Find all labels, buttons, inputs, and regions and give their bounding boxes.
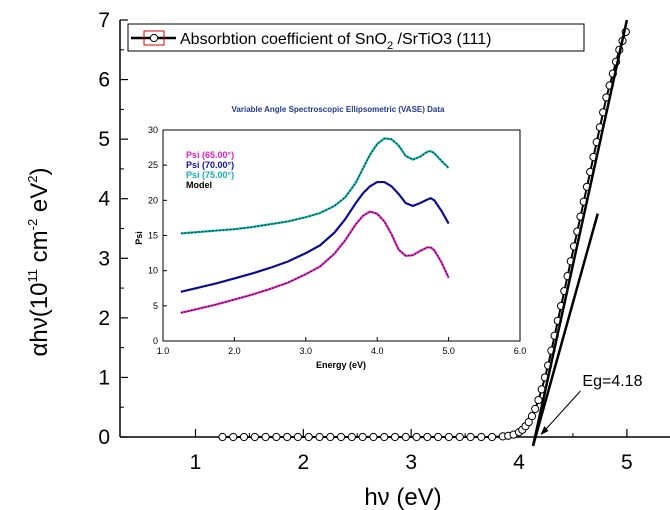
main-y-tick-label: 3 [98,247,110,270]
main-axis-ticks: 1 2 3 4 5 0 1 2 3 4 5 6 7 [98,9,632,474]
inset-series-1 [180,180,450,293]
main-data-point [250,432,259,442]
inset-model-overlay [180,138,449,234]
main-legend: Absorbtion coefficient of SnO2 /SrTiO3 (… [127,23,585,52]
fit-line [531,19,629,447]
main-data-point [336,432,346,442]
main-data-point [455,432,464,442]
main-x-axis-label: hν (eV) [364,484,441,510]
inset-y-tick-label: 5 [153,301,158,311]
annotation-arrow-head [540,426,549,435]
inset-y-tick-label: 10 [148,266,158,276]
inset-series-lines [180,137,450,314]
main-y-tick-label: 0 [98,426,110,449]
main-data-point [229,432,238,442]
main-data-point [444,432,454,442]
legend-marker [149,33,159,43]
inset-frame [162,129,521,342]
inset-x-tick-label: 3.0 [300,346,313,356]
inset-y-tick-label: 0 [153,336,158,346]
legend-box [127,23,585,52]
main-y-tick-label: 6 [98,69,110,92]
inset-title: Variable Angle Spectroscopic Ellipsometr… [232,105,446,114]
inset-x-axis-label: Energy (eV) [316,360,366,370]
main-data-point [487,432,497,442]
annotation-eg: Eg=4.18 [582,373,642,390]
inset-x-tick-label: 2.0 [228,346,241,356]
inset-x-tick-label: 1.0 [157,346,170,356]
inset-x-tick-label: 4.0 [371,346,384,356]
main-data-point [347,432,356,442]
inset-legend: Psi (65.00°)Psi (70.00°)Psi (75.00°)Mode… [186,150,234,190]
main-data-point [380,432,389,442]
main-x-tick-label: 2 [297,451,309,474]
main-data-point [412,432,421,442]
main-data-point [272,432,281,442]
main-data-point [401,432,410,442]
main-data-point [527,412,537,421]
inset-legend-entry: Psi (65.00°) [186,150,234,160]
main-y-tick-label: 7 [98,9,110,32]
main-x-tick-label: 4 [513,451,525,474]
inset-y-tick-label: 15 [148,231,158,241]
main-x-tick-label: 1 [190,451,202,474]
main-y-tick-label: 5 [98,128,110,151]
main-x-tick-label: 3 [405,451,417,474]
main-data-point [326,432,335,442]
main-data-point [261,432,270,442]
annotation-arrow [542,390,581,434]
inset-legend-entry: Psi (75.00°) [186,170,234,180]
main-data-point [434,432,443,442]
main-data-point [466,432,475,442]
inset-y-tick-label: 20 [148,195,158,205]
inset-legend-entry: Model [186,180,212,190]
main-data-point [358,432,367,442]
main-data-point [304,432,313,442]
legend-selection-box [143,30,165,46]
main-data-point [218,432,227,442]
main-data-point [283,432,292,442]
inset-y-axis-label: Psi [134,231,144,245]
main-data-point [293,432,303,442]
main-data-point [534,395,543,405]
inset-model-overlay [180,211,449,314]
main-fit-lines [531,19,629,447]
main-y-axis-label: αhν(1011 cm-2 eV2) [25,168,53,357]
main-data-point [369,432,378,442]
main-y-tick-label: 1 [98,366,110,389]
main-data-point [239,432,249,442]
inset-y-tick-label: 30 [148,125,158,135]
main-data-point [390,432,400,442]
main-data-point [477,432,486,442]
inset-legend-entry: Psi (70.00°) [186,160,234,170]
main-data-point [423,432,432,442]
main-y-tick-label: 4 [98,188,110,211]
inset-axis-ticks: 1.0 2.0 3.0 4.0 5.0 6.0 0 5 10 15 20 25 30 [148,125,526,356]
main-data-point [315,432,324,442]
main-x-tick-label: 5 [621,451,633,474]
inset-x-tick-label: 5.0 [442,346,455,356]
inset-x-tick-label: 6.0 [514,346,527,356]
tangent-line [531,213,599,447]
main-y-tick-label: 2 [98,307,110,330]
legend-label: Absorbtion coefficient of SnO2 /SrTiO3 (… [180,31,491,52]
inset-chart: Variable Angle Spectroscopic Ellipsometr… [134,105,526,370]
main-data-point [531,404,540,414]
inset-y-tick-label: 25 [148,160,158,170]
